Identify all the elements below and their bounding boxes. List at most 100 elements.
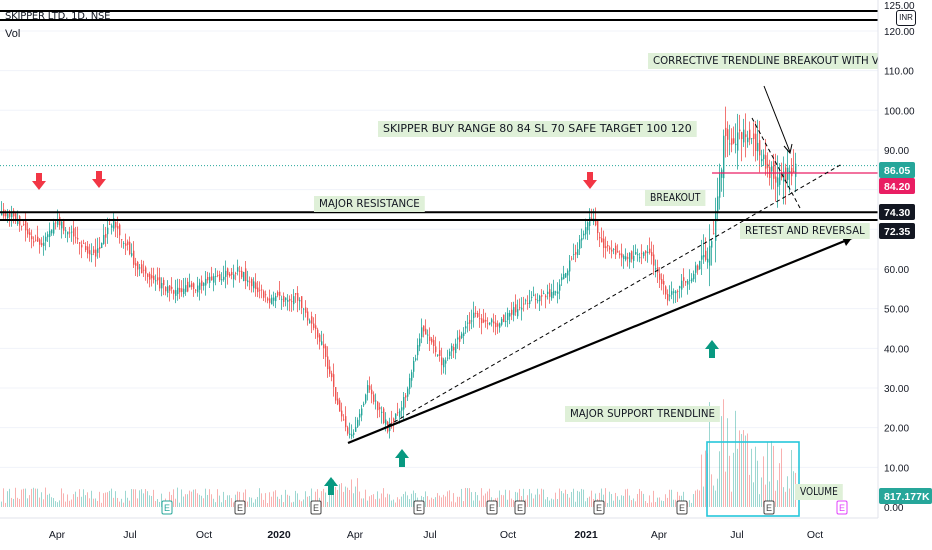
annotation-volume: VOLUME [795,484,843,500]
volume-bar [249,497,250,507]
candle-body [429,336,431,341]
candle-body [447,357,449,359]
candle-body [165,286,167,292]
candle-body [555,291,557,293]
volume-bar [221,502,222,507]
volume-bar [461,488,462,507]
candle-body [197,285,199,293]
volume-bar [175,498,176,507]
candle-body [609,247,611,250]
volume-bar [137,498,138,507]
volume-bar [513,500,514,507]
candle-body [9,211,11,217]
candle-body [339,400,341,412]
candle-body [575,252,577,255]
candle-body [79,242,81,244]
volume-bar [771,441,772,507]
volume-bar [9,488,10,507]
candle-body [451,345,453,352]
candle-body [13,210,15,217]
volume-bar [441,497,442,507]
candle-body [167,286,169,293]
candle-body [407,388,409,397]
volume-bar [299,499,300,507]
annotation-text: MAJOR RESISTANCE [319,197,420,210]
price-tag-bg [879,178,915,194]
volume-bar [471,492,472,507]
price-tick-label: 100.00 [884,106,915,117]
volume-bar [365,489,366,507]
candle-body [439,350,441,356]
volume-bar [539,494,540,507]
volume-bar [257,496,258,507]
annotation-bg [648,53,898,69]
volume-bar [307,496,308,507]
volume-bar [105,492,106,507]
earnings-marker-box [593,500,605,515]
candle-body [725,127,727,137]
candle-body [181,288,183,292]
candle-body [781,171,783,178]
candle-body [563,274,565,280]
breakout-pointer [763,85,791,153]
volume-bar [203,498,204,507]
volume-bar [35,488,36,507]
annotation-breakout: BREAKOUT [645,190,706,206]
candle-body [51,229,53,234]
volume-bar [83,489,84,507]
candle-body [685,281,687,283]
volume-bar [575,501,576,507]
candle-body [201,280,203,286]
volume-indicator-label[interactable]: Vol [5,28,21,40]
candle-body [735,143,737,146]
candle-body [67,231,69,235]
candle-body [41,243,43,246]
candle-body [383,408,385,424]
candle-body [697,265,699,271]
earnings-marker-box [486,500,498,515]
time-tick-label: Oct [500,529,516,541]
candle-body [707,258,709,263]
earnings-marker-label: E [839,503,845,513]
candle-body [727,129,729,140]
candle-body [215,276,217,277]
time-tick-label: Oct [196,529,212,541]
candle-body [275,296,277,302]
volume-bar [39,497,40,507]
candle-body [225,270,227,277]
volume-bar [569,497,570,507]
candle-body [517,309,519,317]
candle-body [507,312,509,321]
volume-bar [345,486,346,507]
volume-bar [57,502,58,507]
volume-bar [639,488,640,507]
volume-bar [153,489,154,507]
volume-bar [25,488,26,507]
volume-bar [125,490,126,507]
volume-bar [611,494,612,507]
candle-body [127,241,129,245]
price-axis-bg [878,0,932,518]
currency-badge[interactable]: INR [896,10,916,26]
candle-body [773,161,775,179]
volume-bar [531,493,532,507]
candle-body [115,222,117,228]
volume-bar [627,488,628,507]
volume-bar [193,489,194,507]
volume-bar [373,494,374,507]
candle-body [257,287,259,293]
volume-bar [387,493,388,507]
candle-body [433,340,435,346]
candle-body [573,254,575,255]
volume-bar [251,497,252,507]
volume-bar [715,490,716,507]
candle-body [93,249,95,253]
volume-bar [383,488,384,507]
volume-bar [237,491,238,507]
candle-body [669,295,671,297]
time-tick-label: Jul [123,529,136,541]
volume-bar [151,495,152,507]
candle-body [729,143,731,145]
candle-body [689,279,691,281]
